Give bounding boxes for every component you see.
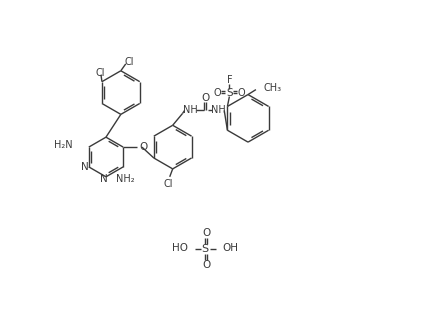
- Text: CH₃: CH₃: [263, 83, 281, 93]
- Text: N: N: [100, 174, 108, 184]
- Text: F: F: [226, 75, 232, 85]
- Text: NH: NH: [183, 105, 197, 115]
- Text: Cl: Cl: [95, 68, 104, 78]
- Text: O: O: [139, 142, 148, 152]
- Text: O: O: [201, 93, 209, 103]
- Text: O: O: [201, 228, 210, 238]
- Text: NH₂: NH₂: [115, 174, 134, 184]
- Text: O: O: [237, 88, 245, 98]
- Text: H₂N: H₂N: [54, 140, 73, 150]
- Text: N: N: [81, 162, 89, 172]
- Text: O: O: [201, 260, 210, 270]
- Text: HO: HO: [172, 243, 188, 253]
- Text: Cl: Cl: [164, 179, 173, 189]
- Text: S: S: [225, 88, 232, 98]
- Text: NH: NH: [210, 105, 225, 115]
- Text: Cl: Cl: [124, 57, 133, 67]
- Text: O: O: [213, 88, 221, 98]
- Text: S: S: [201, 244, 208, 254]
- Text: OH: OH: [222, 243, 237, 253]
